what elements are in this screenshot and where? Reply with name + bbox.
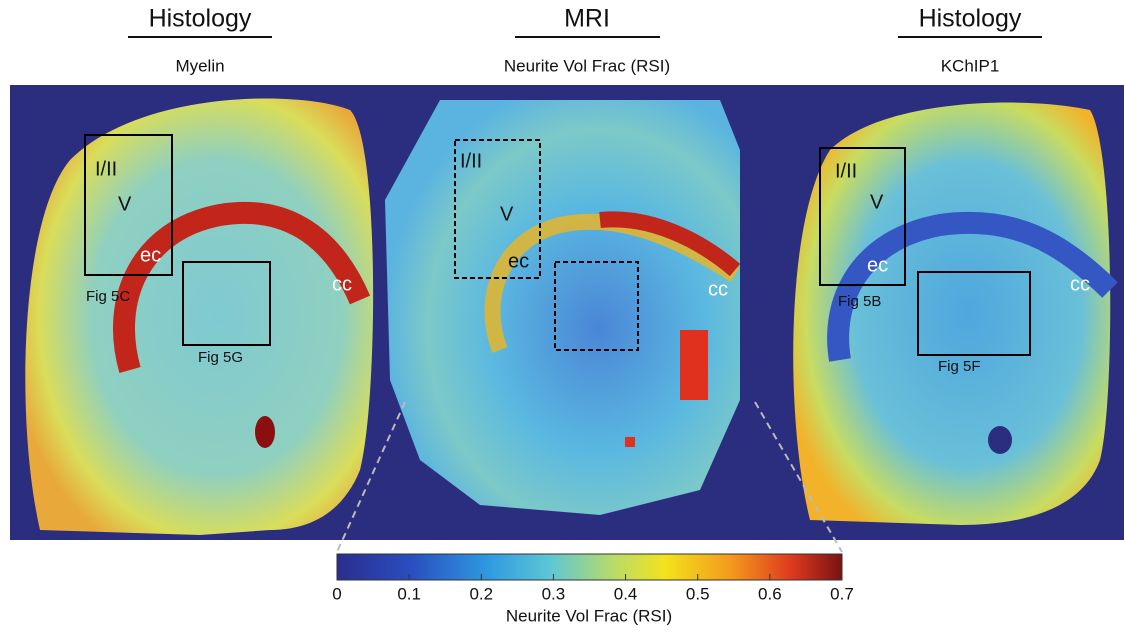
- tick-label: 0.4: [614, 584, 638, 603]
- roi-box: [819, 147, 906, 286]
- ventricle: [988, 426, 1012, 454]
- zoom-line: [754, 401, 843, 553]
- roi-box: [554, 261, 639, 351]
- figure-ref: Fig 5G: [198, 349, 243, 366]
- tick-label: 0.1: [397, 584, 421, 603]
- colorbar-label: Neurite Vol Frac (RSI): [506, 606, 672, 625]
- roi-box: [182, 261, 271, 346]
- figure-ref: Fig 5F: [938, 358, 981, 375]
- region-label: cc: [1070, 273, 1090, 295]
- region-label: V: [870, 191, 884, 213]
- panel-title: MRI: [564, 5, 610, 33]
- roi-box: [454, 139, 541, 279]
- tick-label: 0.5: [686, 584, 710, 603]
- region-label: I/II: [835, 160, 857, 182]
- roi-box: [917, 271, 1031, 356]
- tick-label: 0.7: [830, 584, 854, 603]
- white-matter: [827, 211, 1118, 362]
- panel-subtitle: KChIP1: [941, 56, 1000, 75]
- white-matter: [484, 213, 740, 353]
- tick-label: 0.2: [469, 584, 493, 603]
- region-label: ec: [140, 244, 161, 266]
- hot-spot: [625, 437, 635, 447]
- region-label: cc: [332, 273, 352, 295]
- tick-label: 0.6: [758, 584, 782, 603]
- colorbar: [336, 553, 843, 581]
- region-label: cc: [708, 278, 728, 300]
- brain-section: [25, 98, 374, 535]
- brain-section: [793, 102, 1111, 525]
- colorbar-ticks: 0 0.1 0.2 0.3 0.4 0.5 0.6 0.7: [332, 574, 854, 603]
- hot-spot: [680, 330, 708, 400]
- panel-subtitle: Myelin: [175, 56, 224, 75]
- tick-label: 0: [332, 584, 341, 603]
- region-label: I/II: [95, 158, 117, 180]
- panel-subtitle: Neurite Vol Frac (RSI): [504, 56, 670, 75]
- white-matter: [599, 211, 741, 277]
- zoom-line: [336, 401, 406, 553]
- region-label: ec: [508, 250, 529, 272]
- figure-ref: Fig 5B: [838, 293, 881, 310]
- roi-box: [84, 134, 173, 276]
- region-label: I/II: [460, 150, 482, 172]
- figure-ref: Fig 5C: [86, 288, 130, 305]
- panel-title: Histology: [919, 5, 1022, 33]
- mri-map: [385, 100, 740, 515]
- white-matter: [113, 201, 371, 374]
- panel-title: Histology: [149, 5, 252, 33]
- region-label: V: [118, 193, 132, 215]
- region-label: V: [500, 203, 514, 225]
- ventricle: [255, 416, 275, 448]
- region-label: ec: [867, 254, 888, 276]
- tick-label: 0.3: [542, 584, 566, 603]
